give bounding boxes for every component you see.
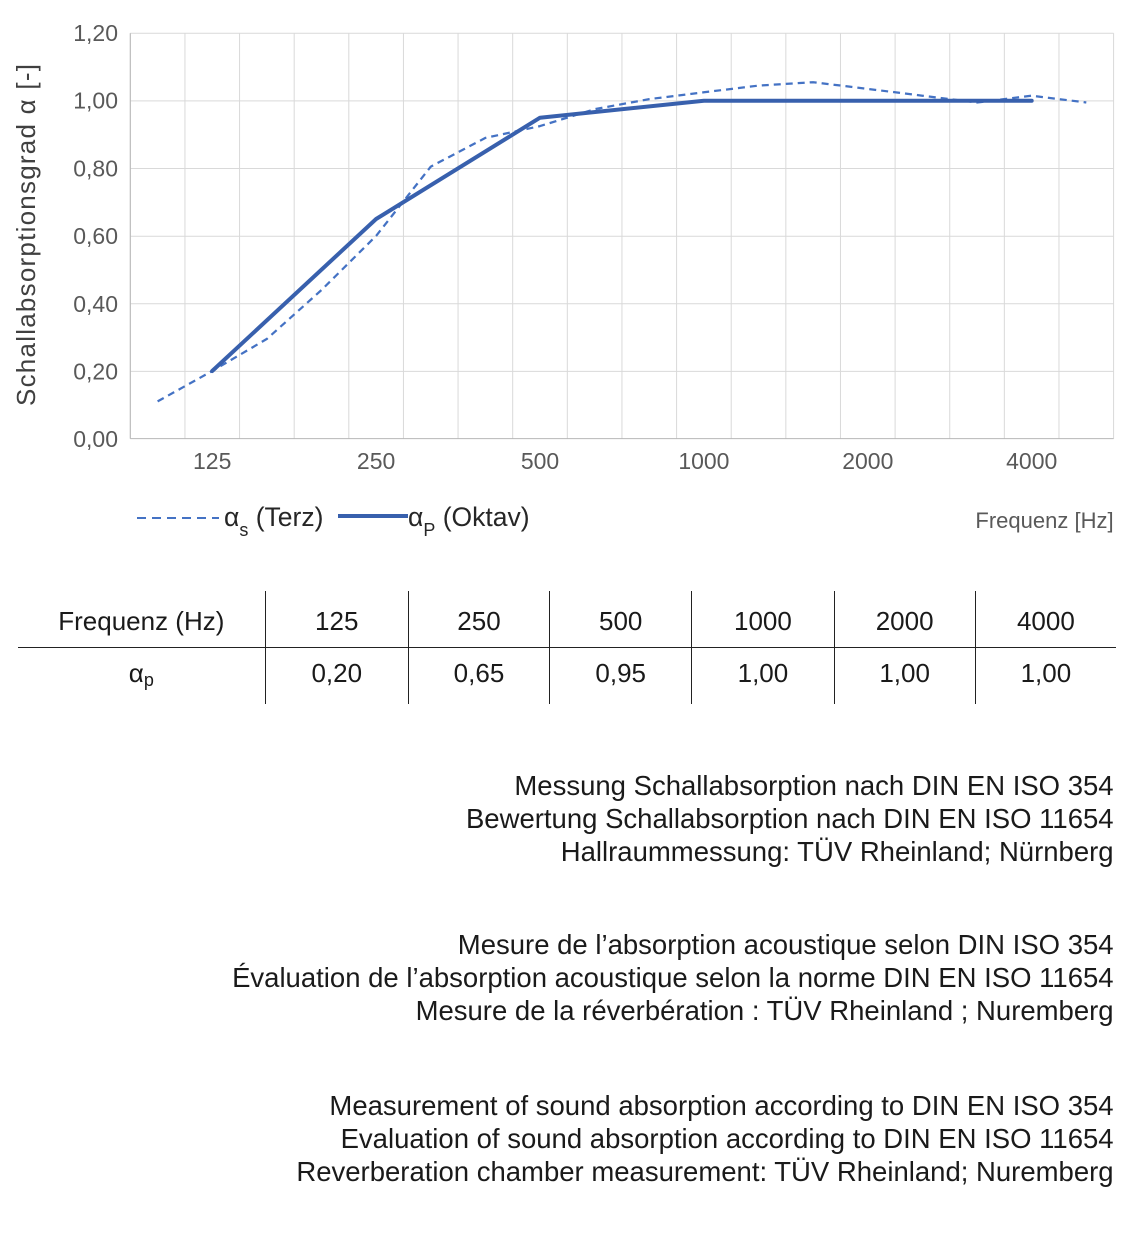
svg-text:4000: 4000 (1006, 448, 1057, 474)
svg-text:αs (Terz): αs (Terz) (224, 502, 323, 540)
svg-text:2000: 2000 (842, 448, 893, 474)
svg-text:αP (Oktav): αP (Oktav) (408, 502, 530, 540)
svg-text:250: 250 (357, 448, 395, 474)
svg-text:0,80: 0,80 (73, 156, 118, 182)
svg-text:500: 500 (521, 448, 559, 474)
svg-text:Frequenz [Hz]: Frequenz [Hz] (975, 508, 1113, 533)
svg-text:0,60: 0,60 (73, 223, 118, 249)
svg-text:0,00: 0,00 (73, 426, 118, 452)
svg-text:0,20: 0,20 (73, 359, 118, 385)
svg-text:0,40: 0,40 (73, 291, 118, 317)
svg-text:1000: 1000 (678, 448, 729, 474)
svg-text:1,20: 1,20 (73, 20, 118, 46)
svg-text:125: 125 (193, 448, 231, 474)
svg-text:1,00: 1,00 (73, 88, 118, 114)
svg-text:Schallabsorptionsgrad α [-]: Schallabsorptionsgrad α [-] (11, 64, 41, 406)
